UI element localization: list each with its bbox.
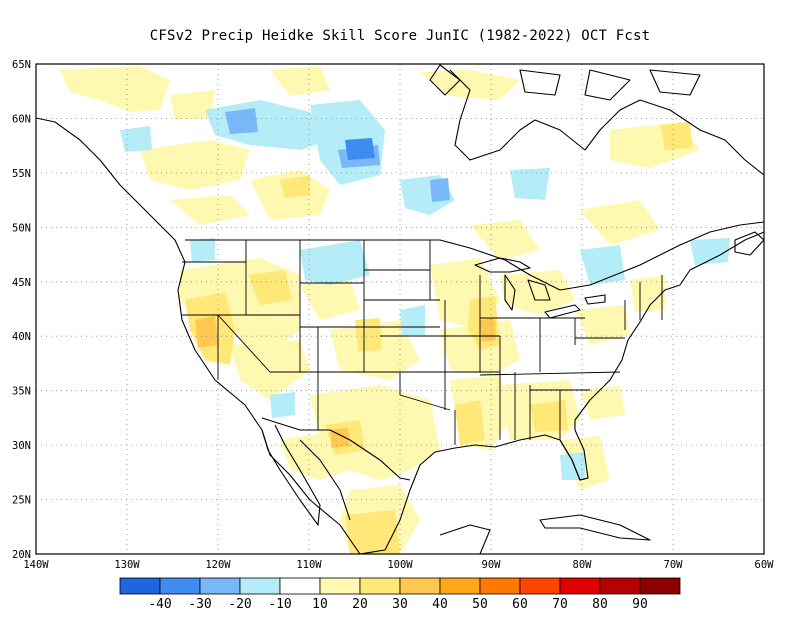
lat-label-45n: 45N: [12, 277, 31, 289]
legend-swatch: [239, 577, 281, 595]
legend-swatch: [119, 577, 161, 595]
newfoundland-outline: [734, 231, 764, 256]
legend-swatch: [199, 577, 241, 595]
lat-label-50n: 50N: [12, 222, 31, 234]
lon-label-60w: 60W: [755, 559, 775, 571]
lat-label-40n: 40N: [12, 331, 31, 343]
legend-tick-label: 80: [592, 597, 608, 612]
gulf-st-lawrence: [649, 221, 764, 261]
lake-superior: [474, 257, 531, 273]
legend-swatch: [359, 577, 401, 595]
legend-tick-label: -10: [268, 597, 291, 612]
lon-label-130w: 130W: [114, 559, 140, 571]
lat-label-25n: 25N: [12, 495, 31, 507]
lon-label-120w: 120W: [205, 559, 231, 571]
map-title: CFSv2 Precip Heidke Skill Score JunIC (1…: [149, 28, 651, 44]
legend-swatch: [439, 577, 481, 595]
us-mexico-border: [261, 417, 411, 481]
lon-label-140w: 140W: [23, 559, 49, 571]
legend-swatch: [319, 577, 361, 595]
lat-label-20n: 20N: [12, 549, 31, 561]
skill-score-fields: [60, 66, 730, 554]
lat-label-55n: 55N: [12, 168, 31, 180]
longitude-labels: 140W 130W 120W 110W 100W 90W 80W 70W 60W: [23, 559, 774, 571]
map-frame: [35, 63, 765, 555]
lat-label-30n: 30N: [12, 440, 31, 452]
legend-swatch: [279, 577, 321, 595]
pacific-coastline: [36, 117, 361, 554]
legend-swatch: [559, 577, 601, 595]
lake-erie: [544, 304, 581, 319]
lat-label-35n: 35N: [12, 386, 31, 398]
gulf-coastline: [359, 420, 589, 554]
coastlines-and-borders: [36, 64, 764, 554]
lon-label-90w: 90W: [482, 559, 502, 571]
latitude-labels: 65N 60N 55N 50N 45N 40N 35N 30N 25N 20N: [12, 59, 31, 561]
legend-tick-label: 40: [432, 597, 448, 612]
us-canada-border: [185, 239, 651, 291]
yucatan-outline: [439, 524, 491, 554]
legend-tick-label: 10: [312, 597, 328, 612]
lake-michigan: [504, 274, 516, 311]
legend-tick-label: -40: [148, 597, 171, 612]
mexico-west-coast: [299, 439, 351, 521]
lon-label-100w: 100W: [387, 559, 413, 571]
legend-labels: -40 -30 -20 -10 10 20 30 40 50 60 70 80 90: [148, 597, 648, 612]
florida-outline: [559, 439, 589, 481]
lake-ontario: [584, 294, 606, 305]
legend-colorbar: [119, 577, 681, 595]
legend-tick-label: 50: [472, 597, 488, 612]
lat-label-60n: 60N: [12, 113, 31, 125]
lat-lon-gridlines: [36, 64, 764, 554]
us-state-borders: [182, 240, 663, 445]
legend-swatch: [159, 577, 201, 595]
legend-tick-label: 20: [352, 597, 368, 612]
legend-tick-label: 70: [552, 597, 568, 612]
baja-california-outline: [261, 424, 321, 526]
arctic-islands: [429, 64, 701, 101]
labrador-coast: [639, 99, 764, 176]
lon-label-110w: 110W: [296, 559, 322, 571]
legend-swatch: [639, 577, 681, 595]
legend-swatch: [519, 577, 561, 595]
hudson-bay-outline: [449, 69, 641, 161]
legend-tick-label: -20: [228, 597, 251, 612]
atlantic-coastline: [574, 231, 764, 421]
legend-tick-label: 90: [632, 597, 648, 612]
cuba-outline: [539, 514, 651, 541]
skill-minus30-minus40-patches: [345, 138, 375, 160]
lon-label-80w: 80W: [573, 559, 593, 571]
lake-huron: [527, 279, 551, 301]
legend-tick-label: 30: [392, 597, 408, 612]
lat-label-65n: 65N: [12, 59, 31, 71]
legend-tick-label: -30: [188, 597, 211, 612]
legend-swatch: [479, 577, 521, 595]
legend-tick-label: 60: [512, 597, 528, 612]
legend-swatch: [599, 577, 641, 595]
legend-swatch: [399, 577, 441, 595]
lon-label-70w: 70W: [664, 559, 684, 571]
